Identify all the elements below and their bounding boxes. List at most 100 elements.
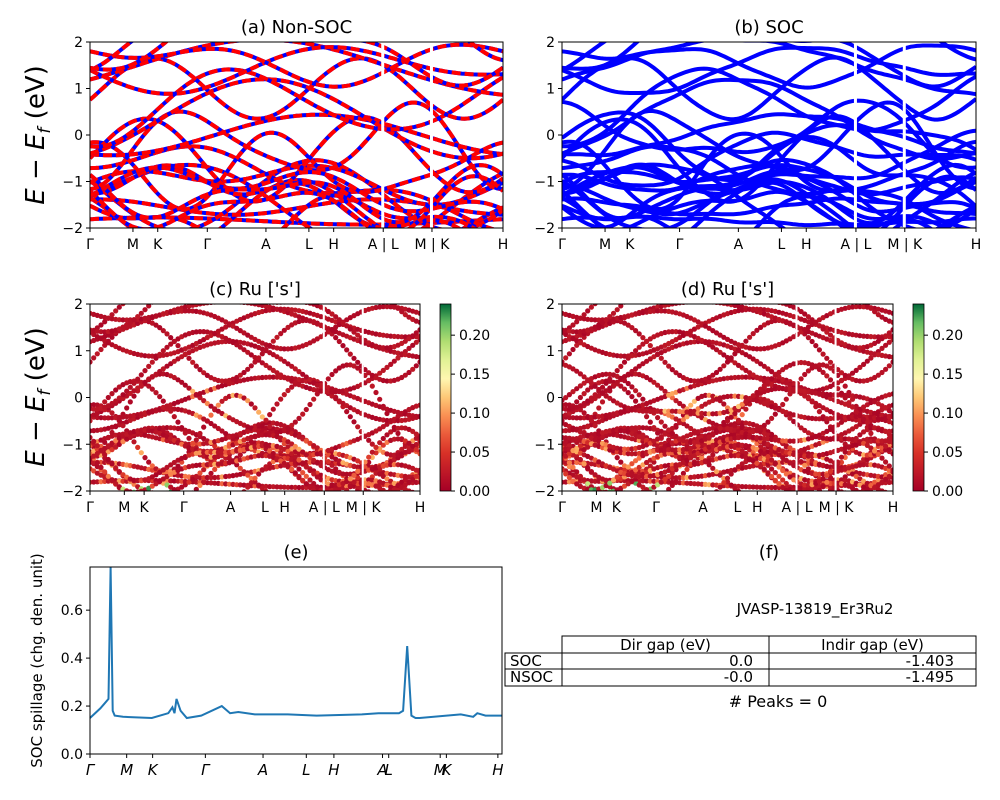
projected-point	[127, 384, 133, 390]
projected-point	[271, 271, 276, 276]
projected-point	[109, 477, 115, 483]
projected-point	[417, 479, 420, 485]
projected-point	[216, 510, 221, 515]
projected-point	[347, 476, 353, 482]
projected-point	[406, 440, 412, 446]
projected-point	[799, 286, 804, 291]
projected-point	[827, 436, 834, 442]
projected-point	[260, 266, 265, 271]
projected-point	[395, 418, 401, 424]
projected-point	[281, 460, 287, 466]
projected-point	[805, 368, 812, 374]
projected-point	[629, 368, 635, 375]
projected-point	[150, 507, 155, 512]
projected-point	[806, 282, 811, 287]
projected-point	[307, 440, 313, 446]
projected-point	[640, 462, 646, 468]
projected-point	[655, 382, 661, 388]
projected-point	[355, 424, 361, 430]
projected-point	[566, 351, 573, 357]
projected-point	[669, 470, 675, 476]
projected-point	[105, 394, 111, 401]
projected-point	[739, 434, 745, 440]
projected-point	[883, 366, 889, 372]
projected-point	[303, 473, 309, 479]
projected-point	[883, 443, 889, 449]
projected-point	[633, 508, 638, 513]
projected-point	[417, 359, 420, 365]
projected-point	[307, 401, 313, 408]
projected-point	[842, 454, 848, 460]
projected-point	[662, 423, 668, 429]
projected-point	[780, 467, 786, 474]
projected-point	[267, 412, 273, 418]
projected-point	[658, 447, 664, 453]
projected-point	[205, 510, 210, 515]
projected-point	[713, 489, 720, 491]
projected-point	[183, 272, 188, 277]
projected-point	[351, 419, 357, 425]
projected-point	[98, 329, 104, 335]
kpath-break	[322, 304, 325, 491]
band-line	[562, 130, 976, 188]
projected-point	[618, 363, 624, 369]
projected-point	[259, 467, 265, 473]
projected-point	[677, 447, 683, 453]
band-line-spin-down	[90, 42, 503, 89]
projected-point	[721, 363, 727, 369]
projected-point	[406, 369, 412, 376]
projected-point	[172, 279, 177, 284]
projected-point	[636, 474, 642, 480]
projected-point	[142, 353, 148, 359]
projected-point	[417, 434, 420, 441]
projected-point	[666, 473, 672, 479]
projected-point	[175, 419, 181, 425]
x-tick-label: M | K	[887, 237, 923, 253]
projected-point	[285, 361, 291, 367]
projected-point	[201, 424, 207, 430]
projected-point	[369, 441, 375, 447]
projected-point	[669, 430, 675, 436]
projected-point	[153, 371, 159, 377]
projected-point	[563, 355, 569, 361]
projected-point	[861, 494, 866, 499]
projected-point	[577, 394, 584, 401]
projected-point	[399, 493, 404, 498]
projected-point	[384, 378, 390, 384]
projected-point	[417, 517, 422, 522]
projected-point	[377, 396, 383, 402]
projected-point	[285, 425, 291, 431]
projected-point	[655, 430, 661, 436]
projected-point	[776, 452, 782, 458]
projected-point	[281, 358, 287, 364]
projected-point	[237, 344, 243, 350]
projected-point	[311, 290, 316, 295]
y-tick-label: 1	[74, 82, 83, 98]
projected-point	[842, 436, 848, 442]
projected-point	[274, 484, 280, 490]
projected-point	[740, 269, 745, 274]
projected-point	[384, 476, 390, 482]
projected-point	[743, 434, 749, 440]
projected-point	[197, 482, 203, 488]
projected-point	[182, 382, 188, 388]
projected-point	[303, 406, 309, 413]
projected-point	[175, 463, 181, 469]
projected-point	[131, 317, 137, 323]
projected-point	[344, 487, 350, 491]
projected-point	[285, 463, 291, 469]
projected-point	[340, 471, 346, 477]
projected-point	[725, 264, 730, 269]
projected-point	[633, 288, 638, 293]
band-line	[562, 174, 976, 228]
projected-point	[98, 322, 104, 328]
projected-point	[98, 479, 104, 485]
band-line	[562, 55, 976, 122]
x-tick-label: M	[127, 237, 139, 253]
projected-point	[610, 427, 617, 433]
projected-point	[640, 361, 646, 367]
projected-point	[351, 355, 357, 361]
projected-point	[172, 293, 177, 298]
projected-point	[406, 336, 412, 342]
projected-point	[384, 417, 390, 424]
